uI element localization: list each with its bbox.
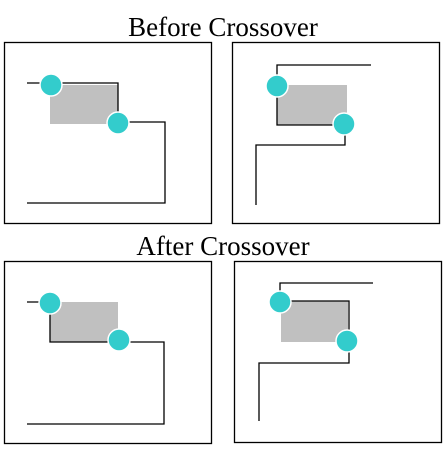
panel-after-left xyxy=(3,260,213,445)
waypoint xyxy=(268,290,292,314)
panel-before-right xyxy=(231,41,441,225)
panel-frame xyxy=(233,260,443,444)
panel-before-left xyxy=(3,41,213,225)
before-crossover-title: Before Crossover xyxy=(128,12,318,42)
panel-frame xyxy=(3,260,213,445)
waypoint xyxy=(106,111,130,135)
waypoint xyxy=(107,328,131,352)
waypoint xyxy=(39,73,63,97)
path-segment xyxy=(258,341,350,421)
waypoint xyxy=(332,112,356,136)
path-segment xyxy=(27,82,166,204)
waypoint xyxy=(38,291,62,315)
obstacle xyxy=(50,85,118,124)
panel-frame xyxy=(231,41,441,225)
obstacle xyxy=(50,302,118,342)
waypoint xyxy=(265,74,289,98)
path-segment xyxy=(27,341,165,425)
after-crossover-title: After Crossover xyxy=(136,231,310,261)
path-segment xyxy=(255,125,346,205)
waypoint xyxy=(335,329,359,353)
panel-after-right xyxy=(233,260,443,444)
panel-frame xyxy=(3,41,213,225)
